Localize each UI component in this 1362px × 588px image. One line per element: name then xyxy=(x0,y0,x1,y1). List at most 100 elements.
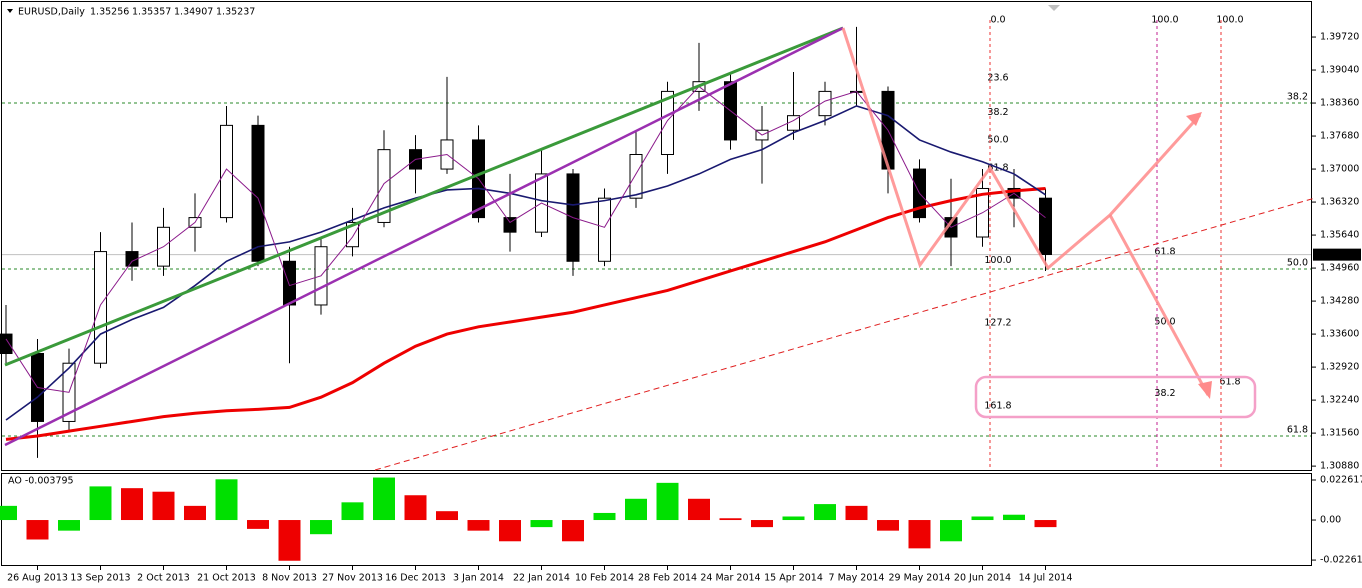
candle-body xyxy=(0,333,13,355)
fib-verticals xyxy=(989,20,1222,470)
header-open: 1.35256 xyxy=(90,7,129,18)
ao-bar xyxy=(1034,520,1057,528)
x-tick-label: 28 Feb 2014 xyxy=(638,573,697,584)
x-tick-label: 14 Jul 2014 xyxy=(1019,573,1073,584)
x-tick-label: 24 Mar 2014 xyxy=(700,573,760,584)
y-tick-label: 1.34280 xyxy=(1320,296,1359,307)
scroll-marker xyxy=(1048,5,1060,11)
candle-body xyxy=(283,260,296,306)
candle-body xyxy=(598,197,611,262)
fib-level-label: 50.0 xyxy=(987,134,1008,145)
candle-body xyxy=(251,124,265,262)
ao-bar xyxy=(467,520,490,531)
symbol-title: EURUSD,Daily xyxy=(18,7,85,18)
candle-body xyxy=(818,90,832,117)
ao-bar xyxy=(373,477,395,521)
y-tick-label: 1.33600 xyxy=(1320,329,1359,340)
fib-level-label: 38.2 xyxy=(1154,388,1175,399)
ao-bar xyxy=(152,491,175,521)
fib-level-label: 38.2 xyxy=(1287,92,1308,103)
x-tick-label: 8 Nov 2013 xyxy=(262,573,317,584)
ao-y-tick-label: 0.00 xyxy=(1320,515,1341,526)
ao-bar xyxy=(908,520,931,549)
fib-level-label: 0.0 xyxy=(990,15,1005,26)
ao-y-tick-label: -0.022617 xyxy=(1320,555,1362,566)
header-high: 1.35357 xyxy=(132,7,171,18)
x-tick-label: 3 Jan 2014 xyxy=(453,573,504,584)
fib-level-label: 61.8 xyxy=(1219,377,1240,388)
ao-bar xyxy=(625,498,647,521)
pattern-path xyxy=(1108,214,1210,396)
ao-title: AO -0.003795 xyxy=(8,476,74,487)
y-tick-label: 1.37680 xyxy=(1320,131,1359,142)
arrow-head xyxy=(1198,381,1212,399)
current-price-label: 1.35237 xyxy=(1318,249,1357,260)
ao-bar xyxy=(877,520,899,531)
header-low: 1.34907 xyxy=(174,7,213,18)
candle-body xyxy=(629,153,643,199)
candle-body xyxy=(377,149,391,223)
x-tick-label: 2 Oct 2013 xyxy=(137,573,190,584)
pattern-path xyxy=(841,27,1202,271)
x-tick-label: 20 Jun 2014 xyxy=(954,573,1011,584)
price-frame xyxy=(1,1,1312,471)
fib-level-label: 61.8 xyxy=(1287,425,1308,436)
ao-bar xyxy=(89,486,112,521)
y-tick-label: 1.34960 xyxy=(1320,263,1359,274)
fib-level-label: 50.0 xyxy=(1287,258,1308,269)
fib-level-label: 50.0 xyxy=(1154,316,1175,327)
moving-average xyxy=(5,85,1046,393)
x-tick-label: 15 Apr 2014 xyxy=(764,573,823,584)
ao-bar xyxy=(1003,514,1025,521)
x-tick-label: 26 Aug 2013 xyxy=(7,573,68,584)
ao-bar xyxy=(404,495,427,521)
y-tick-label: 1.32920 xyxy=(1320,362,1359,373)
x-tick-label: 16 Dec 2013 xyxy=(385,573,446,584)
ao-bar xyxy=(121,488,143,521)
x-tick-label: 13 Sep 2013 xyxy=(70,573,130,584)
current-price-box xyxy=(1313,248,1361,261)
ao-bar xyxy=(247,520,269,529)
y-tick-label: 1.38360 xyxy=(1320,98,1359,109)
fib-level-label: 161.8 xyxy=(984,400,1011,411)
ao-bar xyxy=(782,516,805,521)
ao-bar xyxy=(940,520,962,542)
x-tick-label: 27 Nov 2013 xyxy=(322,573,383,584)
target-box xyxy=(974,375,1257,419)
candle-body xyxy=(94,251,107,364)
ao-bar xyxy=(184,505,206,521)
red-dashed-trendline xyxy=(374,197,1316,471)
y-tick-label: 1.37000 xyxy=(1320,164,1359,175)
ao-bar xyxy=(26,520,49,540)
arrow-head xyxy=(1186,112,1202,126)
ao-bar xyxy=(0,505,17,521)
header-close: 1.35237 xyxy=(216,7,255,18)
candle-body xyxy=(220,124,233,219)
candle-body xyxy=(503,217,517,233)
ao-bar xyxy=(814,504,836,521)
purple-trendline xyxy=(4,26,844,447)
ao-bar xyxy=(310,520,332,535)
moving-average xyxy=(5,186,1046,441)
y-tick-label: 1.30880 xyxy=(1320,461,1359,472)
menu-arrow[interactable] xyxy=(7,9,13,13)
ao-bar xyxy=(278,520,301,561)
fib-level-label: 127.2 xyxy=(984,317,1011,328)
fib-level-label: 61.8 xyxy=(1154,247,1175,258)
ao-y-tick-label: 0.022617 xyxy=(1320,474,1362,485)
y-tick-label: 1.36320 xyxy=(1320,197,1359,208)
ao-bar xyxy=(719,518,742,521)
ao-bar xyxy=(751,520,773,528)
candle-body xyxy=(661,90,674,155)
y-tick-label: 1.32240 xyxy=(1320,395,1359,406)
fib-level-label: 100.0 xyxy=(984,255,1011,266)
ao-bar xyxy=(341,502,364,521)
ao-bar xyxy=(215,479,238,521)
x-tick-label: 10 Feb 2014 xyxy=(575,573,634,584)
drawings xyxy=(4,5,1316,471)
x-tick-label: 29 May 2014 xyxy=(889,573,951,584)
ao-bar xyxy=(593,512,616,521)
